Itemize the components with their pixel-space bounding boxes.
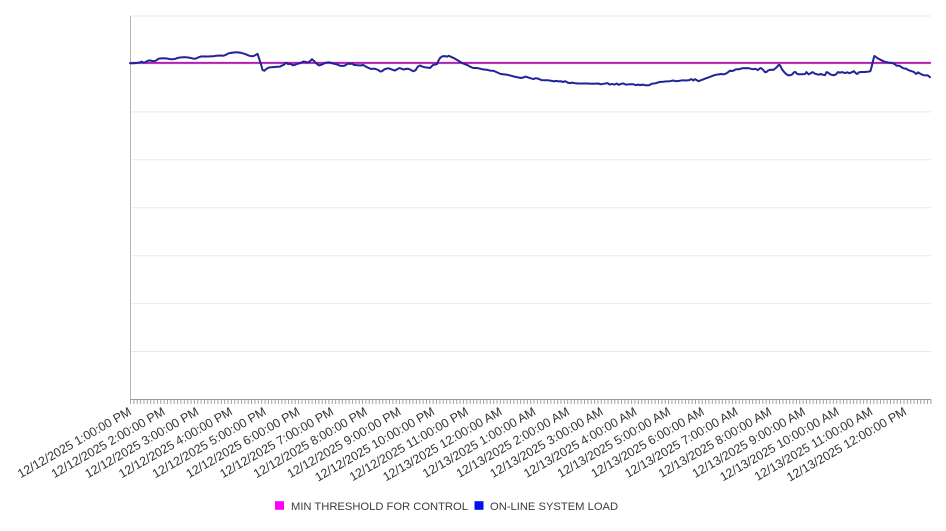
svg-text:MIN THRESHOLD FOR CONTROL: MIN THRESHOLD FOR CONTROL — [291, 501, 468, 513]
svg-text:ON-LINE SYSTEM LOAD: ON-LINE SYSTEM LOAD — [490, 501, 618, 513]
